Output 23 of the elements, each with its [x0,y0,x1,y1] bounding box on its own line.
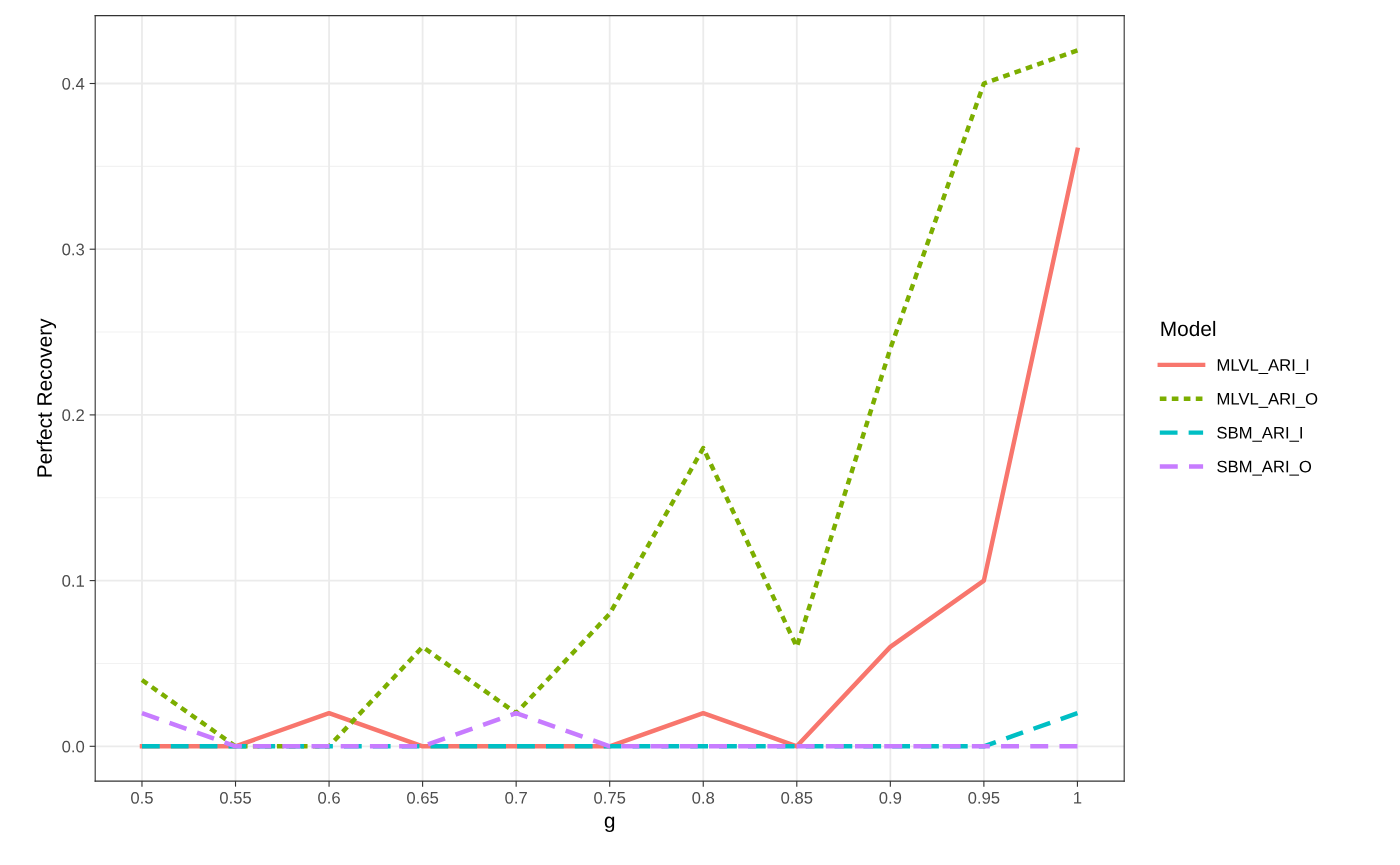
x-tick-label: 0.85 [781,791,813,804]
x-tick-label: 1 [1074,792,1082,804]
y-tick-label: 0.2 [62,409,84,422]
x-tick-label: 0.95 [968,791,1000,804]
x-tick-label: 0.9 [879,791,902,804]
legend-label: MLVL_ARI_O [1217,392,1318,408]
legend-label: MLVL_ARI_I [1217,359,1309,375]
x-tick-label: 0.55 [219,791,252,804]
legend-label: SBM_ARI_O [1217,460,1312,476]
x-tick-label: 0.7 [505,791,527,804]
x-axis-title: g [604,816,615,833]
y-tick-label: 0.0 [62,740,85,753]
x-tick-label: 0.5 [131,791,153,804]
x-tick-label: 0.75 [594,791,626,804]
x-tick-label: 0.65 [407,791,439,804]
y-tick-label: 0.1 [62,575,84,587]
y-tick-label: 0.3 [62,243,85,256]
y-axis-title: Perfect Recovery [36,318,57,477]
legend-title: Model [1161,320,1216,337]
y-tick-label: 0.4 [62,77,85,90]
legend-label: SBM_ARI_I [1217,426,1302,442]
x-tick-label: 0.8 [692,791,715,804]
x-tick-label: 0.6 [318,791,340,804]
